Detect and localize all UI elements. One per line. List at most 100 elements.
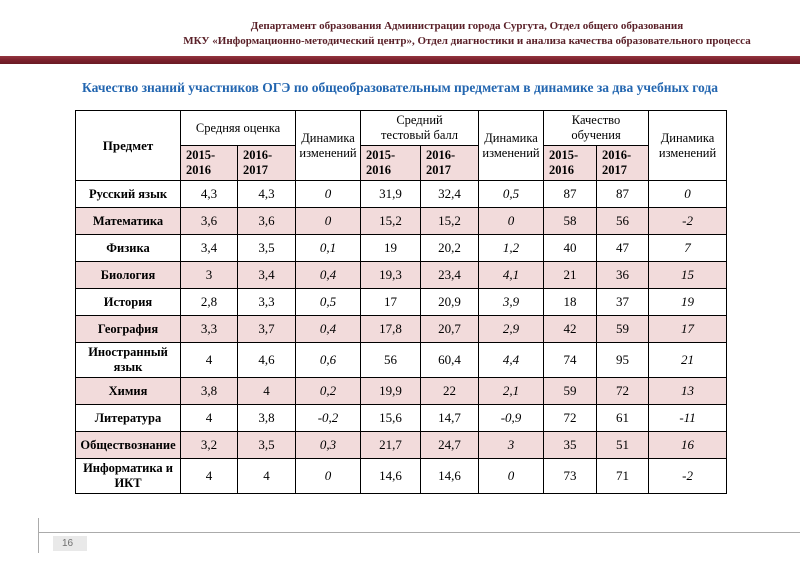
value-cell: 19 — [648, 288, 728, 316]
value-cell: 0,6 — [295, 342, 362, 378]
value-cell: 21 — [543, 261, 598, 289]
value-cell: 0 — [648, 180, 728, 208]
subject-cell: Математика — [75, 207, 181, 235]
table-row: Обществознание 3,2 3,5 0,3 21,7 24,7 3 35 51 16 — [75, 431, 728, 459]
value-cell: 72 — [596, 377, 650, 405]
subject-cell: Иностранный язык — [75, 342, 181, 378]
value-cell: 20,7 — [420, 315, 480, 343]
value-cell: 0,4 — [295, 261, 362, 289]
col-header-dynamics-3: Динамика изменений — [648, 110, 728, 181]
value-cell: 14,6 — [360, 458, 422, 494]
value-cell: 0,2 — [295, 377, 362, 405]
value-cell: 0,1 — [295, 234, 362, 262]
value-cell: 71 — [596, 458, 650, 494]
value-cell: 87 — [543, 180, 598, 208]
col-header-avg-grade: Средняя оценка — [179, 110, 297, 146]
value-cell: 72 — [543, 404, 598, 432]
table-row: География 3,3 3,7 0,4 17,8 20,7 2,9 42 59 17 — [75, 315, 728, 343]
value-cell: 4,6 — [236, 342, 297, 378]
table-header: Предмет Средняя оценка Динамика изменени… — [75, 110, 728, 181]
value-cell: 14,7 — [420, 404, 480, 432]
value-cell: 20,9 — [420, 288, 480, 316]
value-cell: 0 — [478, 458, 545, 494]
value-cell: 37 — [596, 288, 650, 316]
value-cell: 19 — [360, 234, 422, 262]
value-cell: 0,3 — [295, 431, 362, 459]
value-cell: 19,9 — [360, 377, 422, 405]
results-table: Предмет Средняя оценка Динамика изменени… — [75, 110, 728, 494]
value-cell: 19,3 — [360, 261, 422, 289]
value-cell: -2 — [648, 458, 728, 494]
table-row: Русский язык 4,3 4,3 0 31,9 32,4 0,5 87 87 0 — [75, 180, 728, 208]
value-cell: 36 — [596, 261, 650, 289]
value-cell: 2,8 — [180, 288, 238, 316]
value-cell: 15,2 — [420, 207, 480, 235]
value-cell: 0,5 — [478, 180, 545, 208]
header-line-2: МКУ «Информационно-методический центр», … — [183, 35, 751, 47]
value-cell: 47 — [596, 234, 650, 262]
footer-horizontal-line — [38, 532, 800, 533]
value-cell: 17 — [360, 288, 422, 316]
value-cell: 0 — [295, 180, 362, 208]
table-row: Биология 3 3,4 0,4 19,3 23,4 4,1 21 36 15 — [75, 261, 728, 289]
subject-cell: История — [75, 288, 181, 316]
value-cell: 23,4 — [420, 261, 480, 289]
value-cell: 24,7 — [420, 431, 480, 459]
value-cell: -11 — [648, 404, 728, 432]
value-cell: 3 — [180, 261, 238, 289]
table-row: Физика 3,4 3,5 0,1 19 20,2 1,2 40 47 7 — [75, 234, 728, 262]
col-header-quality: Качество обучения — [543, 110, 650, 146]
table-row: Литература 4 3,8 -0,2 15,6 14,7 -0,9 72 61 -11 — [75, 404, 728, 432]
value-cell: 95 — [596, 342, 650, 378]
value-cell: 2,9 — [478, 315, 545, 343]
value-cell: 4 — [180, 458, 238, 494]
value-cell: 3,5 — [236, 431, 297, 459]
value-cell: 87 — [596, 180, 650, 208]
col-header-year-2016-2017: 2016- 2017 — [236, 145, 297, 181]
value-cell: 40 — [543, 234, 598, 262]
value-cell: 3,3 — [180, 315, 238, 343]
value-cell: 4 — [180, 404, 238, 432]
value-cell: 2,1 — [478, 377, 545, 405]
value-cell: 15 — [648, 261, 728, 289]
value-cell: 17,8 — [360, 315, 422, 343]
table-row: Математика 3,6 3,6 0 15,2 15,2 0 58 56 -2 — [75, 207, 728, 235]
value-cell: 42 — [543, 315, 598, 343]
value-cell: 31,9 — [360, 180, 422, 208]
col-header-year-2016-2017: 2016- 2017 — [596, 145, 650, 181]
value-cell: 3,7 — [236, 315, 297, 343]
col-header-year-2015-2016: 2015- 2016 — [543, 145, 598, 181]
table-body: Русский язык 4,3 4,3 0 31,9 32,4 0,5 87 87 0 Матем… — [75, 180, 728, 494]
value-cell: 17 — [648, 315, 728, 343]
value-cell: 0,5 — [295, 288, 362, 316]
value-cell: 4,3 — [236, 180, 297, 208]
col-header-dynamics-1: Динамика изменений — [295, 110, 362, 181]
table-row: Информатика и ИКТ 4 4 0 14,6 14,6 0 73 71 -2 — [75, 458, 728, 494]
value-cell: 61 — [596, 404, 650, 432]
subject-cell: Русский язык — [75, 180, 181, 208]
value-cell: 22 — [420, 377, 480, 405]
value-cell: 73 — [543, 458, 598, 494]
value-cell: 4,3 — [180, 180, 238, 208]
col-header-year-2015-2016: 2015- 2016 — [180, 145, 238, 181]
value-cell: 14,6 — [420, 458, 480, 494]
page-title: Качество знаний участников ОГЭ по общеоб… — [82, 80, 718, 95]
value-cell: 7 — [648, 234, 728, 262]
value-cell: 32,4 — [420, 180, 480, 208]
value-cell: 0 — [478, 207, 545, 235]
value-cell: 3,5 — [236, 234, 297, 262]
value-cell: 21 — [648, 342, 728, 378]
value-cell: 60,4 — [420, 342, 480, 378]
divider-bar — [0, 56, 800, 64]
table-row: Иностранный язык 4 4,6 0,6 56 60,4 4,4 74 95 21 — [75, 342, 728, 378]
value-cell: 18 — [543, 288, 598, 316]
value-cell: 4,4 — [478, 342, 545, 378]
value-cell: 3,6 — [236, 207, 297, 235]
col-header-year-2016-2017: 2016- 2017 — [420, 145, 480, 181]
value-cell: 15,2 — [360, 207, 422, 235]
value-cell: 13 — [648, 377, 728, 405]
header-row-years: 2015- 2016 2016- 2017 2015- 2016 2016- 2… — [76, 145, 727, 181]
value-cell: 59 — [596, 315, 650, 343]
value-cell: 58 — [543, 207, 598, 235]
value-cell: 3,6 — [180, 207, 238, 235]
